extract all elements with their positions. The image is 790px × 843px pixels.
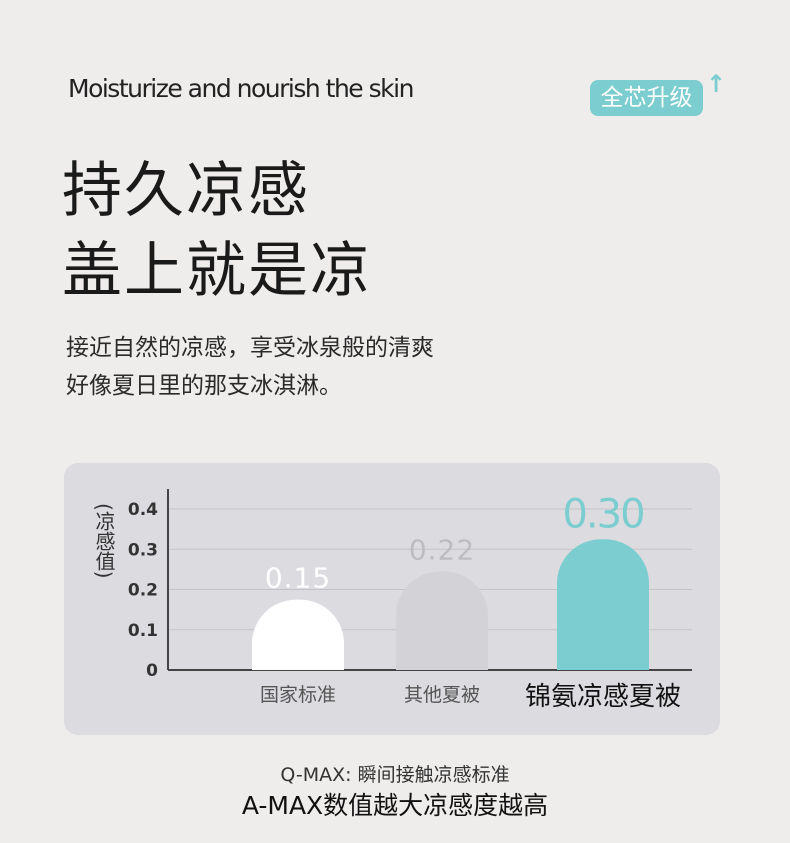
subtitle: Moisturize and nourish the skin xyxy=(68,74,414,103)
data-label: 0.30 xyxy=(562,491,643,537)
footer-line-2: A-MAX数值越大凉感度越高 xyxy=(241,791,549,820)
y-tick-label: 0.3 xyxy=(128,540,158,560)
arrow-up-icon: ↑ xyxy=(706,70,727,98)
headline-line-2: 盖上就是凉 xyxy=(62,236,372,306)
headline-line-1: 持久凉感 xyxy=(62,156,310,226)
bar xyxy=(252,599,344,670)
bar-chart: 0 0.1 0.2 0.3 0.4 (凉感值) 0.15 国家标准 0.22 其他夏被 0.30 锦氨… xyxy=(92,489,692,712)
description-line-2: 好像夏日里的那支冰淇淋。 xyxy=(66,373,342,399)
data-label: 0.15 xyxy=(265,562,331,595)
bar xyxy=(396,571,488,670)
description-line-1: 接近自然的凉感，享受冰泉般的清爽 xyxy=(66,335,434,361)
data-label: 0.22 xyxy=(409,533,475,566)
upgrade-badge: 全芯升级 xyxy=(590,80,703,116)
y-axis-label: (凉感值) xyxy=(92,503,116,579)
footer-line-1: Q-MAX: 瞬间接触凉感标准 xyxy=(280,764,510,786)
y-tick-label: 0.2 xyxy=(128,581,158,601)
chart-panel: 0 0.1 0.2 0.3 0.4 (凉感值) 0.15 国家标准 0.22 其他夏被 0.30 锦氨… xyxy=(64,463,720,735)
bar xyxy=(557,539,649,670)
y-tick-label: 0.4 xyxy=(128,500,158,520)
x-tick-label: 国家标准 xyxy=(260,684,336,706)
x-tick-label: 锦氨凉感夏被 xyxy=(525,682,681,712)
y-tick-label: 0 xyxy=(146,661,158,681)
y-tick-label: 0.1 xyxy=(128,621,158,641)
x-tick-label: 其他夏被 xyxy=(404,684,480,706)
